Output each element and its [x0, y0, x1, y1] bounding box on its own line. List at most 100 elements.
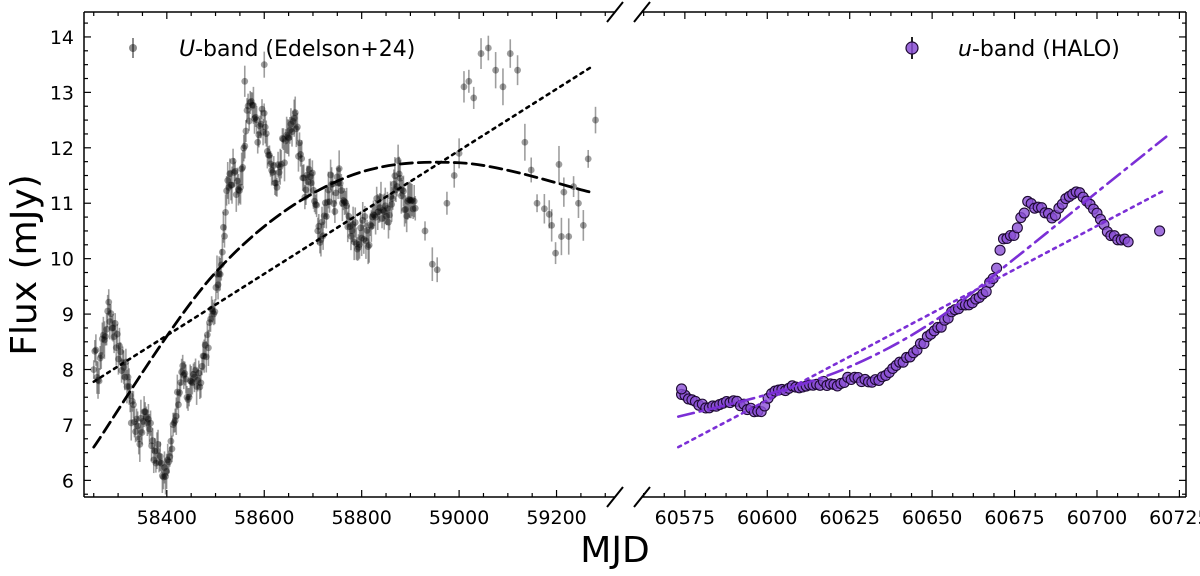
data-point: [235, 186, 242, 194]
data-point: [123, 383, 131, 390]
data-point: [357, 224, 365, 232]
x-tick-label: 60650: [902, 507, 962, 529]
data-point: [379, 206, 387, 214]
data-point: [209, 307, 217, 315]
y-tick-label: 6: [62, 470, 74, 492]
data-point: [361, 213, 369, 220]
data-point: [291, 109, 299, 116]
legend-label: u-band (HALO): [958, 37, 1120, 62]
data-point: [305, 166, 313, 173]
data-point: [164, 456, 172, 464]
data-point: [214, 281, 222, 289]
data-point: [166, 453, 174, 461]
data-point: [353, 245, 361, 253]
data-point: [205, 344, 212, 352]
data-point: [177, 379, 184, 387]
x-tick-label: 60700: [1067, 507, 1127, 529]
data-point: [347, 232, 355, 240]
data-point: [302, 186, 310, 194]
legend-marker: [129, 44, 137, 52]
data-point: [282, 137, 289, 145]
data-point: [405, 196, 413, 204]
data-point: [254, 138, 262, 146]
y-tick-label: 13: [50, 82, 74, 104]
data-point: [138, 429, 146, 436]
data-point: [223, 187, 231, 195]
data-point: [231, 167, 239, 175]
data-point: [104, 307, 112, 315]
data-point: [240, 144, 248, 152]
data-point: [404, 197, 412, 205]
data-point: [153, 447, 161, 455]
data-point: [308, 169, 316, 177]
data-point: [395, 170, 403, 178]
data-point: [127, 419, 135, 427]
data-point: [232, 191, 240, 199]
data-point: [102, 332, 109, 340]
data-point: [303, 171, 311, 179]
data-point: [360, 236, 368, 243]
data-point: [91, 347, 99, 355]
data-point: [326, 198, 333, 206]
data-point: [386, 211, 393, 219]
data-point: [191, 373, 198, 381]
data-point: [321, 199, 329, 207]
data-point: [165, 458, 173, 466]
data-point: [287, 120, 295, 128]
data-point: [250, 101, 257, 109]
data-point: [176, 389, 183, 397]
data-point: [149, 437, 157, 445]
y-tick-label: 8: [62, 360, 74, 382]
data-point: [352, 240, 360, 248]
data-point: [397, 192, 405, 200]
data-point: [230, 169, 238, 176]
data-point: [325, 186, 332, 194]
data-point: [192, 366, 199, 374]
data-point: [470, 94, 478, 102]
data-point: [199, 352, 207, 360]
data-point: [410, 197, 418, 205]
data-point: [260, 109, 268, 117]
data-point: [154, 440, 162, 448]
data-point: [295, 152, 302, 160]
y-tick-label: 7: [62, 415, 74, 437]
axis-break-marks: [606, 1, 651, 508]
data-point: [233, 177, 241, 185]
data-point: [370, 211, 377, 219]
data-point: [358, 234, 366, 242]
x-axis-ticks: 60575 60600 60625 60650 60675 60700 60725: [643, 12, 1200, 529]
data-point: [314, 227, 322, 235]
data-point: [293, 123, 301, 131]
data-point: [268, 166, 276, 174]
data-point: [365, 241, 373, 249]
data-point: [300, 174, 308, 182]
fit-line-dotted: [676, 188, 1168, 449]
data-point: [145, 415, 152, 423]
data-point: [371, 211, 378, 219]
y-tick-label: 14: [50, 27, 74, 49]
data-point: [111, 319, 119, 327]
data-point: [90, 366, 98, 374]
data-point: [281, 159, 288, 167]
data-point: [106, 318, 114, 325]
data-point: [450, 172, 458, 179]
data-point: [136, 440, 144, 448]
data-point: [540, 205, 548, 213]
data-point: [210, 310, 218, 318]
data-point: [389, 195, 397, 202]
data-point: [248, 101, 256, 109]
data-point: [247, 97, 255, 105]
data-point: [322, 213, 330, 220]
data-point: [364, 243, 372, 250]
data-point: [142, 413, 150, 421]
data-point: [260, 61, 268, 69]
data-point: [224, 177, 232, 184]
break-slash: [606, 1, 624, 23]
data-point: [390, 180, 398, 188]
data-point: [241, 142, 249, 150]
data-point: [465, 77, 473, 85]
data-point: [184, 396, 192, 403]
data-point: [278, 135, 286, 142]
left-panel: 58400 58600 58800 59000 59200 6 7 8 9 10 11 12 13 14 U…: [50, 11, 615, 529]
